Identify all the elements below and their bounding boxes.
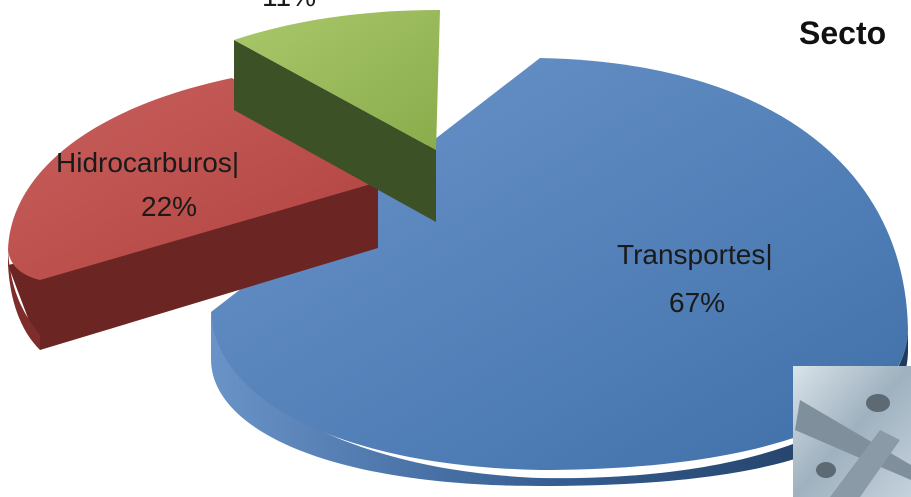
data-label-third-value: 11% — [262, 0, 316, 12]
pie-slice-side-hidrocarburos — [8, 182, 378, 350]
pie-slice-side-hidrocarburos-front — [8, 250, 40, 350]
pie-slice-transportes — [211, 58, 908, 470]
data-label-hidrocarburos-name: Hidrocarburos| — [56, 147, 239, 178]
airplane-photo — [793, 366, 911, 497]
pie-slice-third — [234, 10, 440, 150]
data-label-hidrocarburos-value: 22% — [141, 191, 197, 222]
pie-slice-side-third — [234, 40, 436, 222]
data-label-transportes-name: Transportes| — [617, 239, 773, 270]
chart-title: Secto — [799, 15, 886, 51]
data-label-transportes-value: 67% — [669, 287, 725, 318]
